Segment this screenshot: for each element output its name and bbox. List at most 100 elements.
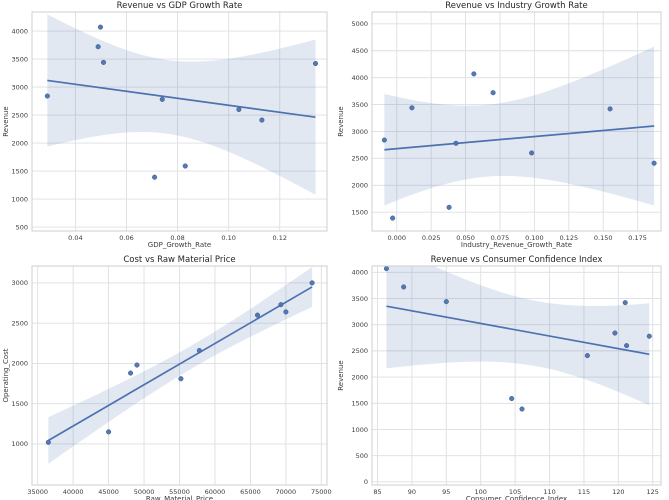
data-point (44, 93, 50, 99)
y-tick-label: 4500 (351, 47, 368, 55)
y-tick-label: 3000 (11, 279, 28, 287)
data-point (646, 333, 652, 339)
y-tick-label: 1000 (11, 440, 28, 448)
data-point (45, 439, 51, 445)
x-tick-label: 45000 (98, 488, 119, 496)
x-tick-label: 120 (612, 488, 624, 496)
x-tick-label: 0.04 (68, 234, 82, 242)
y-tick-label: 3500 (351, 295, 368, 303)
y-tick-label: 500 (356, 452, 368, 460)
x-axis-label: GDP_Growth_Rate (148, 241, 211, 249)
data-point (651, 160, 657, 166)
confidence-band (47, 14, 316, 195)
x-tick-label: 65000 (240, 488, 261, 496)
x-axis-label: Industry_Revenue_Growth_Rate (461, 241, 572, 249)
data-point (509, 396, 515, 402)
data-point (100, 59, 107, 65)
x-tick-label: 90 (408, 488, 416, 496)
data-point (453, 140, 459, 146)
y-axis-label: Revenue (337, 360, 345, 391)
plot-border (31, 11, 328, 232)
y-tick-label: 2500 (11, 319, 28, 327)
confidence-band (386, 266, 650, 406)
y-tick-label: 2000 (351, 182, 368, 190)
data-point (607, 106, 613, 112)
x-axis-label: Consumer_Confidence_Index (466, 495, 567, 500)
x-tick-label: 0.000 (387, 234, 406, 242)
x-tick-label: 95 (442, 488, 450, 496)
chart-title: Revenue vs GDP Growth Rate (117, 1, 243, 11)
regression-line (47, 286, 313, 442)
y-tick-label: 2000 (351, 373, 368, 381)
data-point (106, 429, 112, 435)
confidence-band (384, 46, 655, 206)
data-point (159, 96, 165, 102)
y-tick-label: 2000 (11, 139, 28, 147)
confidence-band (48, 266, 313, 464)
data-point (259, 117, 265, 123)
plot-border (31, 265, 328, 486)
revenue-vs-consumer-confidence-chart: 85 90 95 100 105 110 115 120 125 0 500 1000 1500 2000… (335, 254, 669, 500)
data-point (381, 137, 387, 143)
plot-border (371, 265, 662, 486)
data-point (95, 44, 101, 50)
data-point (383, 266, 390, 272)
data-point (278, 302, 284, 308)
x-tick-label: 0.075 (491, 234, 510, 242)
data-point (446, 204, 452, 210)
data-point (519, 406, 525, 412)
x-tick-label: 75000 (311, 488, 332, 496)
y-tick-label: 1000 (11, 195, 28, 203)
y-tick-label: 3000 (351, 128, 368, 136)
data-point (196, 347, 202, 354)
y-tick-label: 4000 (351, 269, 368, 277)
data-point (283, 309, 289, 315)
x-tick-label: 0.12 (273, 234, 287, 242)
data-point (584, 353, 590, 359)
cost-vs-raw-material-chart: 35000 40000 45000 50000 55000 60000 65000 70000… (0, 254, 335, 500)
y-tick-label: 3000 (351, 321, 368, 329)
regression-line (386, 305, 650, 356)
subplot-revenue-vs-gdp: 0.04 0.06 0.08 0.10 0.12 500 1000 1500 2000 2500 3… (0, 0, 335, 254)
data-point (471, 71, 477, 77)
x-tick-label: 35000 (27, 488, 48, 496)
revenue-vs-gdp-chart: 0.04 0.06 0.08 0.10 0.12 500 1000 1500 2000 2500 3… (0, 0, 335, 250)
data-point (622, 300, 628, 306)
y-tick-label: 3500 (351, 101, 368, 109)
x-tick-label: 105 (509, 488, 521, 496)
data-point (128, 370, 134, 376)
y-axis-label: Revenue (337, 106, 345, 137)
y-tick-label: 0 (364, 478, 368, 486)
data-point (390, 215, 396, 221)
y-tick-label: 2500 (351, 347, 368, 355)
data-point (312, 60, 319, 67)
x-tick-label: 60000 (205, 488, 226, 496)
data-point (409, 105, 415, 111)
y-tick-label: 3500 (11, 55, 28, 63)
data-point (254, 312, 261, 318)
data-point (182, 163, 188, 169)
x-tick-label: 0.10 (221, 234, 235, 242)
data-point (309, 280, 315, 286)
plot-border (371, 11, 662, 232)
y-axis-label: Operating_Cost (2, 348, 10, 402)
x-tick-label: 0.175 (628, 234, 647, 242)
x-tick-label: 0.125 (559, 234, 578, 242)
regression-line (384, 125, 655, 151)
x-tick-label: 0.025 (422, 234, 441, 242)
chart-title: Revenue vs Consumer Confidence Index (431, 255, 603, 265)
x-tick-label: 0.08 (170, 234, 184, 242)
y-tick-label: 1500 (351, 400, 368, 408)
y-tick-label: 1500 (11, 400, 28, 408)
x-tick-label: 55000 (169, 488, 190, 496)
plot-background (0, 254, 335, 500)
revenue-vs-industry-chart: 0.000 0.025 0.050 0.075 0.100 0.125 0.150 0.175… (335, 0, 669, 250)
y-tick-label: 500 (16, 223, 28, 231)
subplot-revenue-vs-industry: 0.000 0.025 0.050 0.075 0.100 0.125 0.150 0.175… (335, 0, 669, 254)
y-tick-label: 3000 (11, 83, 28, 91)
y-tick-label: 1000 (351, 426, 368, 434)
data-point (236, 106, 242, 113)
plot-background (335, 0, 669, 250)
subplot-cost-vs-raw-material: 35000 40000 45000 50000 55000 60000 65000 70000… (0, 254, 335, 500)
